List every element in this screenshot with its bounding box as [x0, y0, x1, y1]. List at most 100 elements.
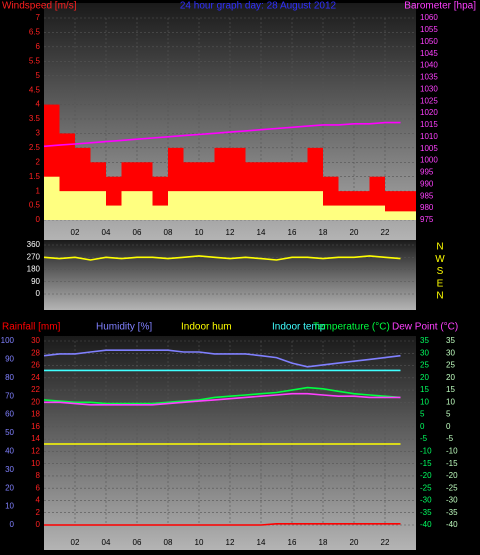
tick-label: 35 — [420, 336, 429, 345]
tick-label: 270 — [27, 252, 41, 261]
tick-label: 100 — [1, 336, 15, 345]
compass-label: S — [437, 266, 444, 277]
tick-label: 90 — [5, 355, 14, 364]
x-tick-label: 18 — [319, 538, 328, 547]
tick-label: 1000 — [420, 156, 438, 165]
tick-label: -5 — [446, 434, 454, 443]
line — [44, 523, 401, 526]
tick-label: 180 — [27, 265, 41, 274]
tick-label: 28 — [31, 348, 40, 357]
tick-label: 1050 — [420, 37, 438, 46]
tick-label: 1055 — [420, 25, 438, 34]
tick-label: 15 — [420, 385, 429, 394]
tick-label: 20 — [31, 397, 40, 406]
tick-label: 30 — [420, 348, 429, 357]
tick-label: 0 — [36, 520, 41, 529]
tick-label: 90 — [31, 277, 40, 286]
bar — [354, 205, 370, 220]
tick-label: 985 — [420, 191, 434, 200]
tick-label: 60 — [5, 410, 14, 419]
tick-label: 3 — [36, 129, 41, 138]
panel-direction — [44, 240, 416, 310]
tick-label: 15 — [446, 385, 455, 394]
compass-label: N — [436, 291, 443, 302]
tick-label: 25 — [420, 361, 429, 370]
tick-label: 1060 — [420, 13, 438, 22]
tick-label: 2.5 — [29, 143, 41, 152]
bar — [183, 191, 199, 220]
bar — [137, 191, 153, 220]
tick-label: 26 — [31, 361, 40, 370]
bar — [261, 191, 277, 220]
x-tick-label: 04 — [102, 228, 111, 237]
tick-label: 360 — [27, 240, 41, 249]
tick-label: 2 — [36, 157, 41, 166]
legend-label: Humidity [%] — [96, 322, 152, 333]
tick-label: 1035 — [420, 73, 438, 82]
tick-label: 2 — [36, 508, 41, 517]
tick-label: 7 — [36, 13, 41, 22]
tick-label: -40 — [446, 520, 458, 529]
tick-label: 35 — [446, 336, 455, 345]
tick-label: 0.5 — [29, 201, 41, 210]
tick-label: 10 — [5, 502, 14, 511]
line — [43, 386, 401, 405]
tick-label: 6 — [36, 483, 41, 492]
line — [44, 392, 401, 406]
x-tick-label: 06 — [133, 228, 142, 237]
bar — [400, 211, 416, 220]
bar — [292, 191, 308, 220]
tick-label: 980 — [420, 203, 434, 212]
x-tick-label: 20 — [350, 538, 359, 547]
tick-label: 50 — [5, 428, 14, 437]
tick-label: 20 — [5, 483, 14, 492]
compass-label: N — [436, 242, 443, 253]
x-tick-label: 20 — [350, 228, 359, 237]
tick-label: 40 — [5, 447, 14, 456]
bar — [44, 176, 60, 220]
tick-label: -10 — [446, 447, 458, 456]
bar — [59, 191, 75, 220]
x-tick-label: 06 — [133, 538, 142, 547]
tick-label: 14 — [31, 434, 40, 443]
tick-label: 990 — [420, 179, 434, 188]
x-tick-label: 14 — [257, 228, 266, 237]
tick-label: 12 — [31, 447, 40, 456]
bar — [106, 205, 122, 220]
tick-label: 1030 — [420, 84, 438, 93]
tick-label: 1045 — [420, 49, 438, 58]
legend-label: Temperature (°C) — [313, 322, 390, 333]
tick-label: 30 — [5, 465, 14, 474]
bar — [230, 191, 246, 220]
legend-label: Indoor temp — [272, 322, 326, 333]
tick-label: 1 — [36, 186, 41, 195]
x-tick-label: 02 — [71, 538, 80, 547]
tick-label: -35 — [420, 508, 432, 517]
tick-label: 1005 — [420, 144, 438, 153]
bar — [152, 205, 168, 220]
tick-label: 80 — [5, 373, 14, 382]
tick-label: 4 — [36, 100, 41, 109]
tick-label: 10 — [31, 459, 40, 468]
tick-label: -30 — [446, 496, 458, 505]
x-tick-label: 16 — [288, 228, 297, 237]
tick-label: 1015 — [420, 120, 438, 129]
tick-label: 0 — [446, 422, 451, 431]
x-tick-label: 02 — [71, 228, 80, 237]
tick-label: 30 — [31, 336, 40, 345]
bar — [338, 205, 354, 220]
tick-label: 0 — [10, 520, 15, 529]
tick-label: -30 — [420, 496, 432, 505]
bar — [121, 191, 137, 220]
tick-label: 18 — [31, 410, 40, 419]
bar — [75, 191, 91, 220]
x-tick-label: 08 — [164, 228, 173, 237]
tick-label: 1025 — [420, 96, 438, 105]
tick-label: 1040 — [420, 61, 438, 70]
bar — [245, 191, 261, 220]
tick-label: 70 — [5, 391, 14, 400]
bar — [385, 211, 401, 220]
tick-label: 16 — [31, 422, 40, 431]
tick-label: -35 — [446, 508, 458, 517]
